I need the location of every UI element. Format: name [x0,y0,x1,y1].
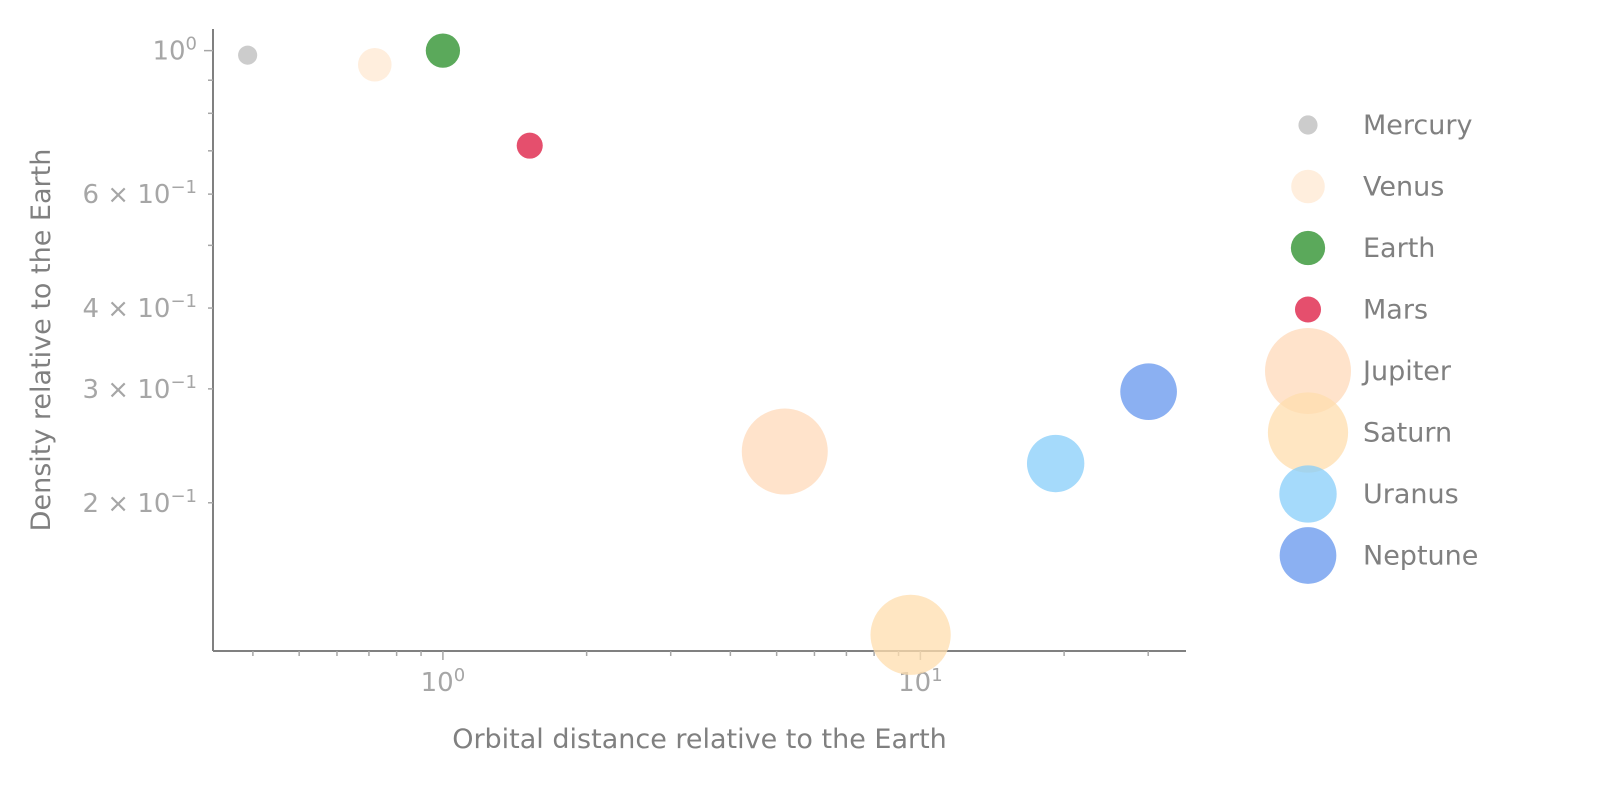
legend-marker-jupiter [1265,328,1351,414]
point-venus [357,47,392,82]
point-earth [425,33,461,68]
legend-marker-saturn [1267,392,1349,473]
y-tick-label: 100 [152,34,197,67]
legend-label-mars: Mars [1363,295,1428,326]
legend-label-uranus: Uranus [1363,479,1459,510]
point-jupiter [741,408,828,495]
y-ticks: 100 6 × 10−1 4 × 10−1 3 × 10−1 2 × 10−1 [83,34,213,519]
point-uranus [1026,434,1085,493]
legend-label-earth: Earth [1363,233,1435,264]
data-points [238,33,1177,675]
legend-label-jupiter: Jupiter [1361,356,1452,387]
legend-marker-earth [1290,230,1326,266]
x-ticks: 100 101 [252,651,1149,698]
point-neptune [1120,363,1177,421]
point-saturn [870,594,951,675]
legend-label-venus: Venus [1363,172,1444,203]
y-tick-label: 6 × 10−1 [83,177,198,210]
axes [212,29,1186,652]
point-mercury [238,45,258,65]
legend-label-neptune: Neptune [1363,541,1478,572]
y-axis-label: Density relative to the Earth [26,149,57,532]
point-mars [516,132,543,159]
y-tick-label: 4 × 10−1 [83,291,198,324]
legend-marker-mercury [1298,115,1318,135]
legend-marker-mars [1294,296,1322,323]
x-tick-label: 100 [421,665,466,698]
y-tick-label: 3 × 10−1 [83,372,198,405]
legend-marker-venus [1291,169,1325,204]
legend: Mercury Venus Earth Mars Jupiter Saturn Uranus… [1265,110,1478,584]
legend-label-mercury: Mercury [1363,110,1472,141]
x-axis-label: Orbital distance relative to the Earth [452,724,947,755]
y-tick-label: 2 × 10−1 [83,486,198,519]
legend-marker-neptune [1279,527,1337,584]
legend-marker-uranus [1279,465,1337,523]
legend-label-saturn: Saturn [1363,418,1452,449]
